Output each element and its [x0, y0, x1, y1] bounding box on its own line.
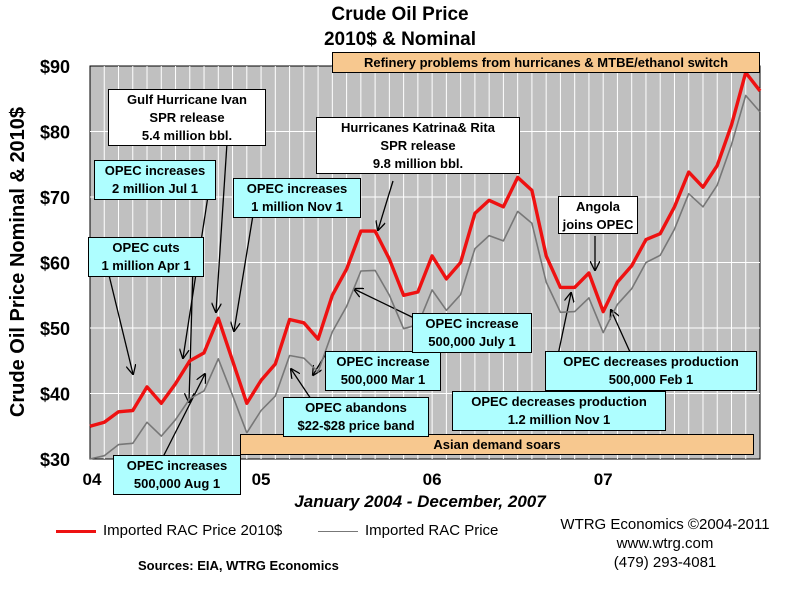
y-tick-label: $80 — [40, 123, 70, 143]
y-tick-label: $60 — [40, 254, 70, 274]
annotation-line: $22-$28 price band — [297, 418, 415, 433]
x-axis-label: January 2004 - December, 2007 — [294, 492, 547, 511]
annotation-arrow — [313, 351, 328, 375]
asian-demand-band: Asian demand soars — [240, 434, 754, 455]
annotation-line: Angola — [575, 199, 621, 214]
annotation-line: 500,000 July 1 — [428, 334, 516, 349]
annotation-line: SPR release — [149, 110, 225, 125]
annotation-line: 5.4 million bbl. — [141, 128, 233, 143]
y-tick-labels: $30 $40 $50 $60 $70 $80 $90 — [40, 57, 70, 470]
y-tick-label: $40 — [40, 385, 70, 405]
annotation-line: OPEC cuts — [112, 240, 180, 255]
annotation-opec-dec-feb1: OPEC decreases production 500,000 Feb 1 — [545, 351, 757, 391]
annotation-line: 9.8 million bbl. — [372, 156, 464, 171]
annotation-line: Hurricanes Katrina& Rita — [341, 120, 495, 135]
annotation-line: 1 million Nov 1 — [251, 199, 343, 214]
website-text: www.wtrg.com — [616, 535, 714, 552]
annotation-arrow — [234, 214, 254, 331]
annotation-line: OPEC increase — [425, 316, 519, 331]
annotation-line: 500,000 Mar 1 — [340, 372, 426, 387]
annotation-line: OPEC decreases production — [563, 354, 739, 369]
x-tick-label: 07 — [594, 470, 613, 489]
annotation-opec-abandons: OPEC abandons $22-$28 price band — [283, 397, 429, 437]
annotation-line: 2 million Jul 1 — [112, 181, 198, 196]
series-line-nominal — [89, 94, 761, 460]
annotation-line: OPEC increases — [126, 458, 228, 473]
legend-label-nominal: Imported RAC Price — [365, 522, 499, 539]
annotation-opec-nov1: OPEC increases 1 million Nov 1 — [233, 178, 361, 218]
annotation-hurricane-ivan: Gulf Hurricane Ivan SPR release 5.4 mill… — [108, 89, 266, 146]
legend-swatch-2010 — [56, 530, 96, 533]
legend-swatch-nominal — [318, 531, 358, 532]
annotation-opec-july1: OPEC increase 500,000 July 1 — [412, 313, 532, 353]
annotation-arrows — [107, 142, 631, 460]
annotation-arrow — [107, 270, 133, 374]
annotation-opec-aug1: OPEC increases 500,000 Aug 1 — [113, 455, 241, 495]
x-tick-labels: 04 05 06 07 — [83, 470, 613, 489]
y-tick-label: $70 — [40, 188, 70, 208]
y-tick-label: $50 — [40, 319, 70, 339]
x-tick-label: 06 — [423, 470, 442, 489]
chart-subtitle: 2010$ & Nominal — [323, 29, 477, 50]
annotation-arrow — [189, 265, 193, 402]
annotation-line: joins OPEC — [562, 217, 634, 232]
phone-text: (479) 293-4081 — [613, 554, 717, 571]
annotation-opec-mar1: OPEC increase 500,000 Mar 1 — [325, 351, 441, 391]
annotation-line: 1.2 million Nov 1 — [507, 412, 611, 427]
sources-text: Sources: EIA, WTRG Economics — [138, 558, 339, 573]
annotation-line: 500,000 Feb 1 — [608, 372, 694, 387]
annotation-line: OPEC increase — [336, 354, 430, 369]
annotation-opec-jul1: OPEC increases 2 million Jul 1 — [94, 160, 216, 200]
annotation-line: 1 million Apr 1 — [101, 258, 191, 273]
refinery-band: Refinery problems from hurricanes & MTBE… — [332, 52, 760, 73]
legend-label-2010: Imported RAC Price 2010$ — [103, 522, 283, 539]
series-line-2010 — [89, 70, 762, 428]
annotation-arrow — [611, 310, 631, 353]
annotation-opec-dec-nov1: OPEC decreases production 1.2 million No… — [452, 391, 666, 431]
annotation-arrow — [354, 289, 417, 320]
y-tick-label: $30 — [40, 450, 70, 470]
y-tick-label: $90 — [40, 57, 70, 77]
x-tick-label: 05 — [252, 470, 271, 489]
annotation-line: OPEC decreases production — [471, 394, 647, 409]
x-tick-label: 04 — [83, 470, 102, 489]
annotation-arrow — [161, 374, 205, 460]
annotation-katrina-rita: Hurricanes Katrina& Rita SPR release 9.8… — [316, 117, 520, 174]
annotation-line: OPEC increases — [246, 181, 348, 196]
annotation-angola: Angola joins OPEC — [558, 196, 638, 234]
company-text: WTRG Economics ©2004-2011 — [560, 516, 770, 533]
annotation-line: OPEC increases — [104, 163, 206, 178]
annotation-line: SPR release — [380, 138, 456, 153]
annotation-line: OPEC abandons — [305, 400, 407, 415]
annotation-opec-cuts: OPEC cuts 1 million Apr 1 — [88, 237, 204, 277]
annotation-arrow — [183, 195, 209, 358]
annotation-line: Gulf Hurricane Ivan — [127, 92, 247, 107]
annotation-arrow — [216, 142, 228, 312]
annotation-arrow — [378, 180, 394, 230]
annotation-line: 500,000 Aug 1 — [133, 476, 221, 491]
series-lines — [89, 70, 762, 460]
chart-title: Crude Oil Price — [331, 4, 469, 25]
y-axis-label: Crude Oil Price Nominal & 2010$ — [7, 107, 29, 417]
